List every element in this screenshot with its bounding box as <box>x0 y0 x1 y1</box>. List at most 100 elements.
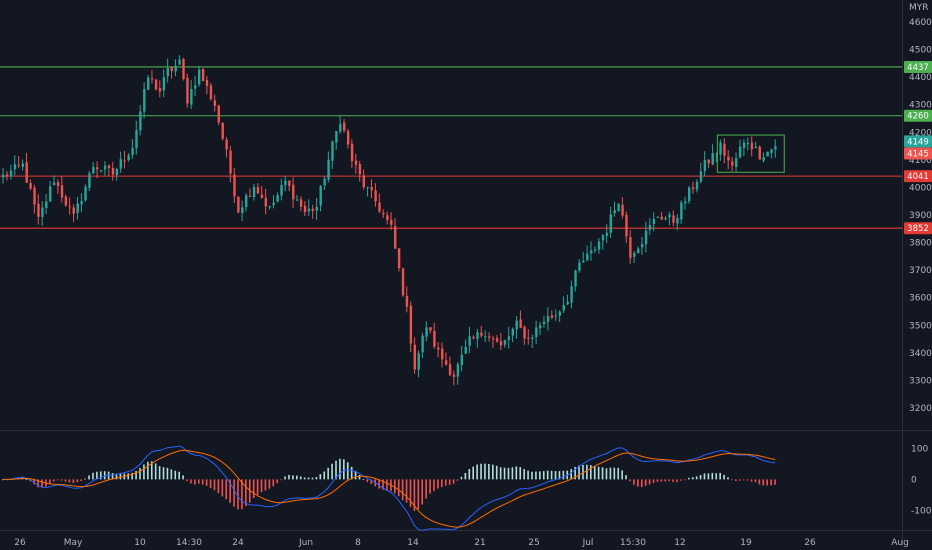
macd-histogram-bar <box>37 479 39 488</box>
candle-body <box>362 175 366 188</box>
macd-histogram-bar <box>111 473 114 480</box>
macd-histogram-bar <box>366 479 369 483</box>
macd-histogram-bar <box>754 479 757 483</box>
macd-histogram-bar <box>225 479 228 500</box>
candle-body <box>468 336 471 346</box>
candle-body <box>264 197 268 207</box>
macd-histogram-bar <box>284 476 286 480</box>
candle-body <box>311 208 315 211</box>
candle-body <box>680 202 683 220</box>
macd-histogram-bar <box>256 479 259 495</box>
x-tick-label: Aug <box>891 538 909 548</box>
x-tick-label: 15:30 <box>620 538 646 548</box>
candle-body <box>574 270 577 287</box>
candle-body <box>354 160 358 165</box>
candle-body <box>746 143 750 145</box>
macd-histogram-bar <box>676 479 678 483</box>
y-tick-label: 3700 <box>909 266 932 276</box>
macd-histogram-bar <box>135 470 137 480</box>
candle-body <box>507 336 511 340</box>
candle-body <box>441 348 444 360</box>
macd-histogram-bar <box>252 479 255 499</box>
macd-histogram-bar <box>448 479 451 485</box>
macd-histogram-bar <box>731 479 733 481</box>
macd-histogram-bar <box>311 477 314 480</box>
horizontal-levels[interactable]: 4437 4260 4041 3852 <box>0 60 932 235</box>
candle-body <box>735 158 738 167</box>
macd-histogram-bar <box>339 458 341 480</box>
candle-body <box>699 171 703 182</box>
macd-histogram-bar <box>80 479 82 482</box>
consolidation-rectangle[interactable] <box>716 134 785 173</box>
macd-histogram-bar <box>350 466 353 480</box>
candle-body <box>523 326 526 339</box>
candle-body <box>519 319 522 328</box>
macd-histogram-bar <box>182 475 184 480</box>
candle-body <box>268 206 271 208</box>
candle-body <box>256 187 260 194</box>
candle-body <box>229 150 232 174</box>
x-tick-label: Jul <box>582 538 594 548</box>
macd-histogram-bar <box>162 467 165 480</box>
candle-body <box>182 59 185 80</box>
macd-histogram-bar <box>680 479 682 481</box>
candle-body <box>413 344 416 370</box>
macd-histogram-bar <box>582 464 584 480</box>
macd-histogram-bar <box>60 479 63 481</box>
macd-histogram-bar <box>519 467 522 480</box>
macd-histogram-bar <box>64 479 67 482</box>
candle-body <box>527 337 530 339</box>
candle-body <box>742 142 746 148</box>
candle-body <box>664 218 667 220</box>
y-tick-label: 3300 <box>909 376 932 386</box>
candle-body <box>221 123 224 139</box>
price-tag-bg <box>904 147 932 160</box>
macd-histogram-bar <box>237 479 239 510</box>
candle-body <box>52 182 56 186</box>
macd-histogram-bar <box>746 479 749 481</box>
macd-histogram-bar <box>139 468 141 480</box>
candle-body <box>111 168 115 175</box>
candle-body <box>374 190 377 202</box>
consolidation-box[interactable] <box>716 134 785 173</box>
candle-body <box>433 331 436 347</box>
macd-histogram-bar <box>331 463 333 480</box>
candle-body <box>633 253 636 257</box>
candle-body <box>343 122 346 131</box>
candle-body <box>656 216 660 218</box>
y-tick-label: 3900 <box>909 211 932 221</box>
macd-histogram-bar <box>186 479 188 482</box>
macd-histogram-bar <box>264 479 267 491</box>
macd-histogram-bar <box>574 466 576 480</box>
candle-body <box>72 207 75 214</box>
currency-label: MYR <box>909 3 929 13</box>
macd-histogram-bar <box>633 479 635 485</box>
y-tick-label: 4400 <box>909 73 932 83</box>
candle-body <box>139 111 142 131</box>
candle-body <box>96 167 99 170</box>
macd-histogram-bar <box>468 468 471 480</box>
candle-body <box>2 174 5 178</box>
candle-body <box>417 353 420 370</box>
candle-body <box>41 207 44 217</box>
macd-histogram-bar <box>221 479 224 497</box>
candle-body <box>233 174 236 197</box>
candle-body <box>511 329 514 336</box>
candle-body <box>566 301 569 305</box>
macd-histogram-bar <box>554 471 557 480</box>
macd-histogram-bar <box>166 467 169 480</box>
macd-histogram-bar <box>41 479 43 488</box>
candle-body <box>84 186 87 201</box>
candle-body <box>421 335 424 353</box>
candle-body <box>648 225 652 230</box>
candle-body <box>766 151 769 157</box>
macd-histogram-bar <box>158 466 161 480</box>
candle-body <box>131 148 134 155</box>
macd-histogram-bar <box>84 478 86 480</box>
level-tag-bg <box>904 170 932 183</box>
candle-body <box>723 143 726 156</box>
x-tick-label: 12 <box>674 538 685 548</box>
macd-histogram-bar <box>2 479 4 481</box>
x-tick-label: 21 <box>474 538 485 548</box>
